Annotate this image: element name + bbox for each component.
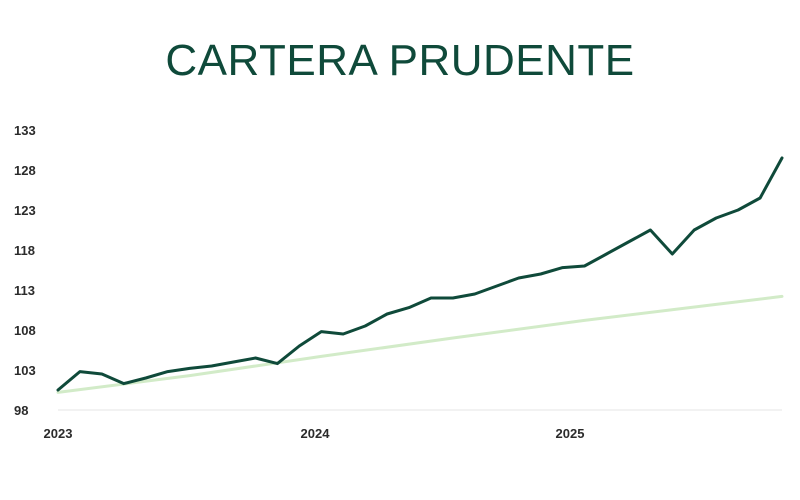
series-layer <box>56 156 784 394</box>
y-axis-ticks: 98 103 108 113 118 123 128 133 <box>14 123 36 418</box>
y-tick-label: 108 <box>14 323 36 338</box>
x-axis-ticks: 2023 2024 2025 <box>44 426 585 441</box>
y-tick-label: 113 <box>14 283 35 298</box>
y-tick-label: 128 <box>14 163 36 178</box>
y-tick-label: 98 <box>14 403 28 418</box>
x-tick-label: 2025 <box>556 426 585 441</box>
y-tick-label: 133 <box>14 123 36 138</box>
series-line-benchmark <box>56 294 784 394</box>
y-tick-label: 103 <box>14 363 36 378</box>
x-tick-label: 2023 <box>44 426 73 441</box>
y-tick-label: 123 <box>14 203 36 218</box>
x-tick-label: 2024 <box>301 426 331 441</box>
y-tick-label: 118 <box>14 243 35 258</box>
series-line-portfolio <box>56 156 784 392</box>
chart-title: CARTERA PRUDENTE <box>165 36 635 85</box>
